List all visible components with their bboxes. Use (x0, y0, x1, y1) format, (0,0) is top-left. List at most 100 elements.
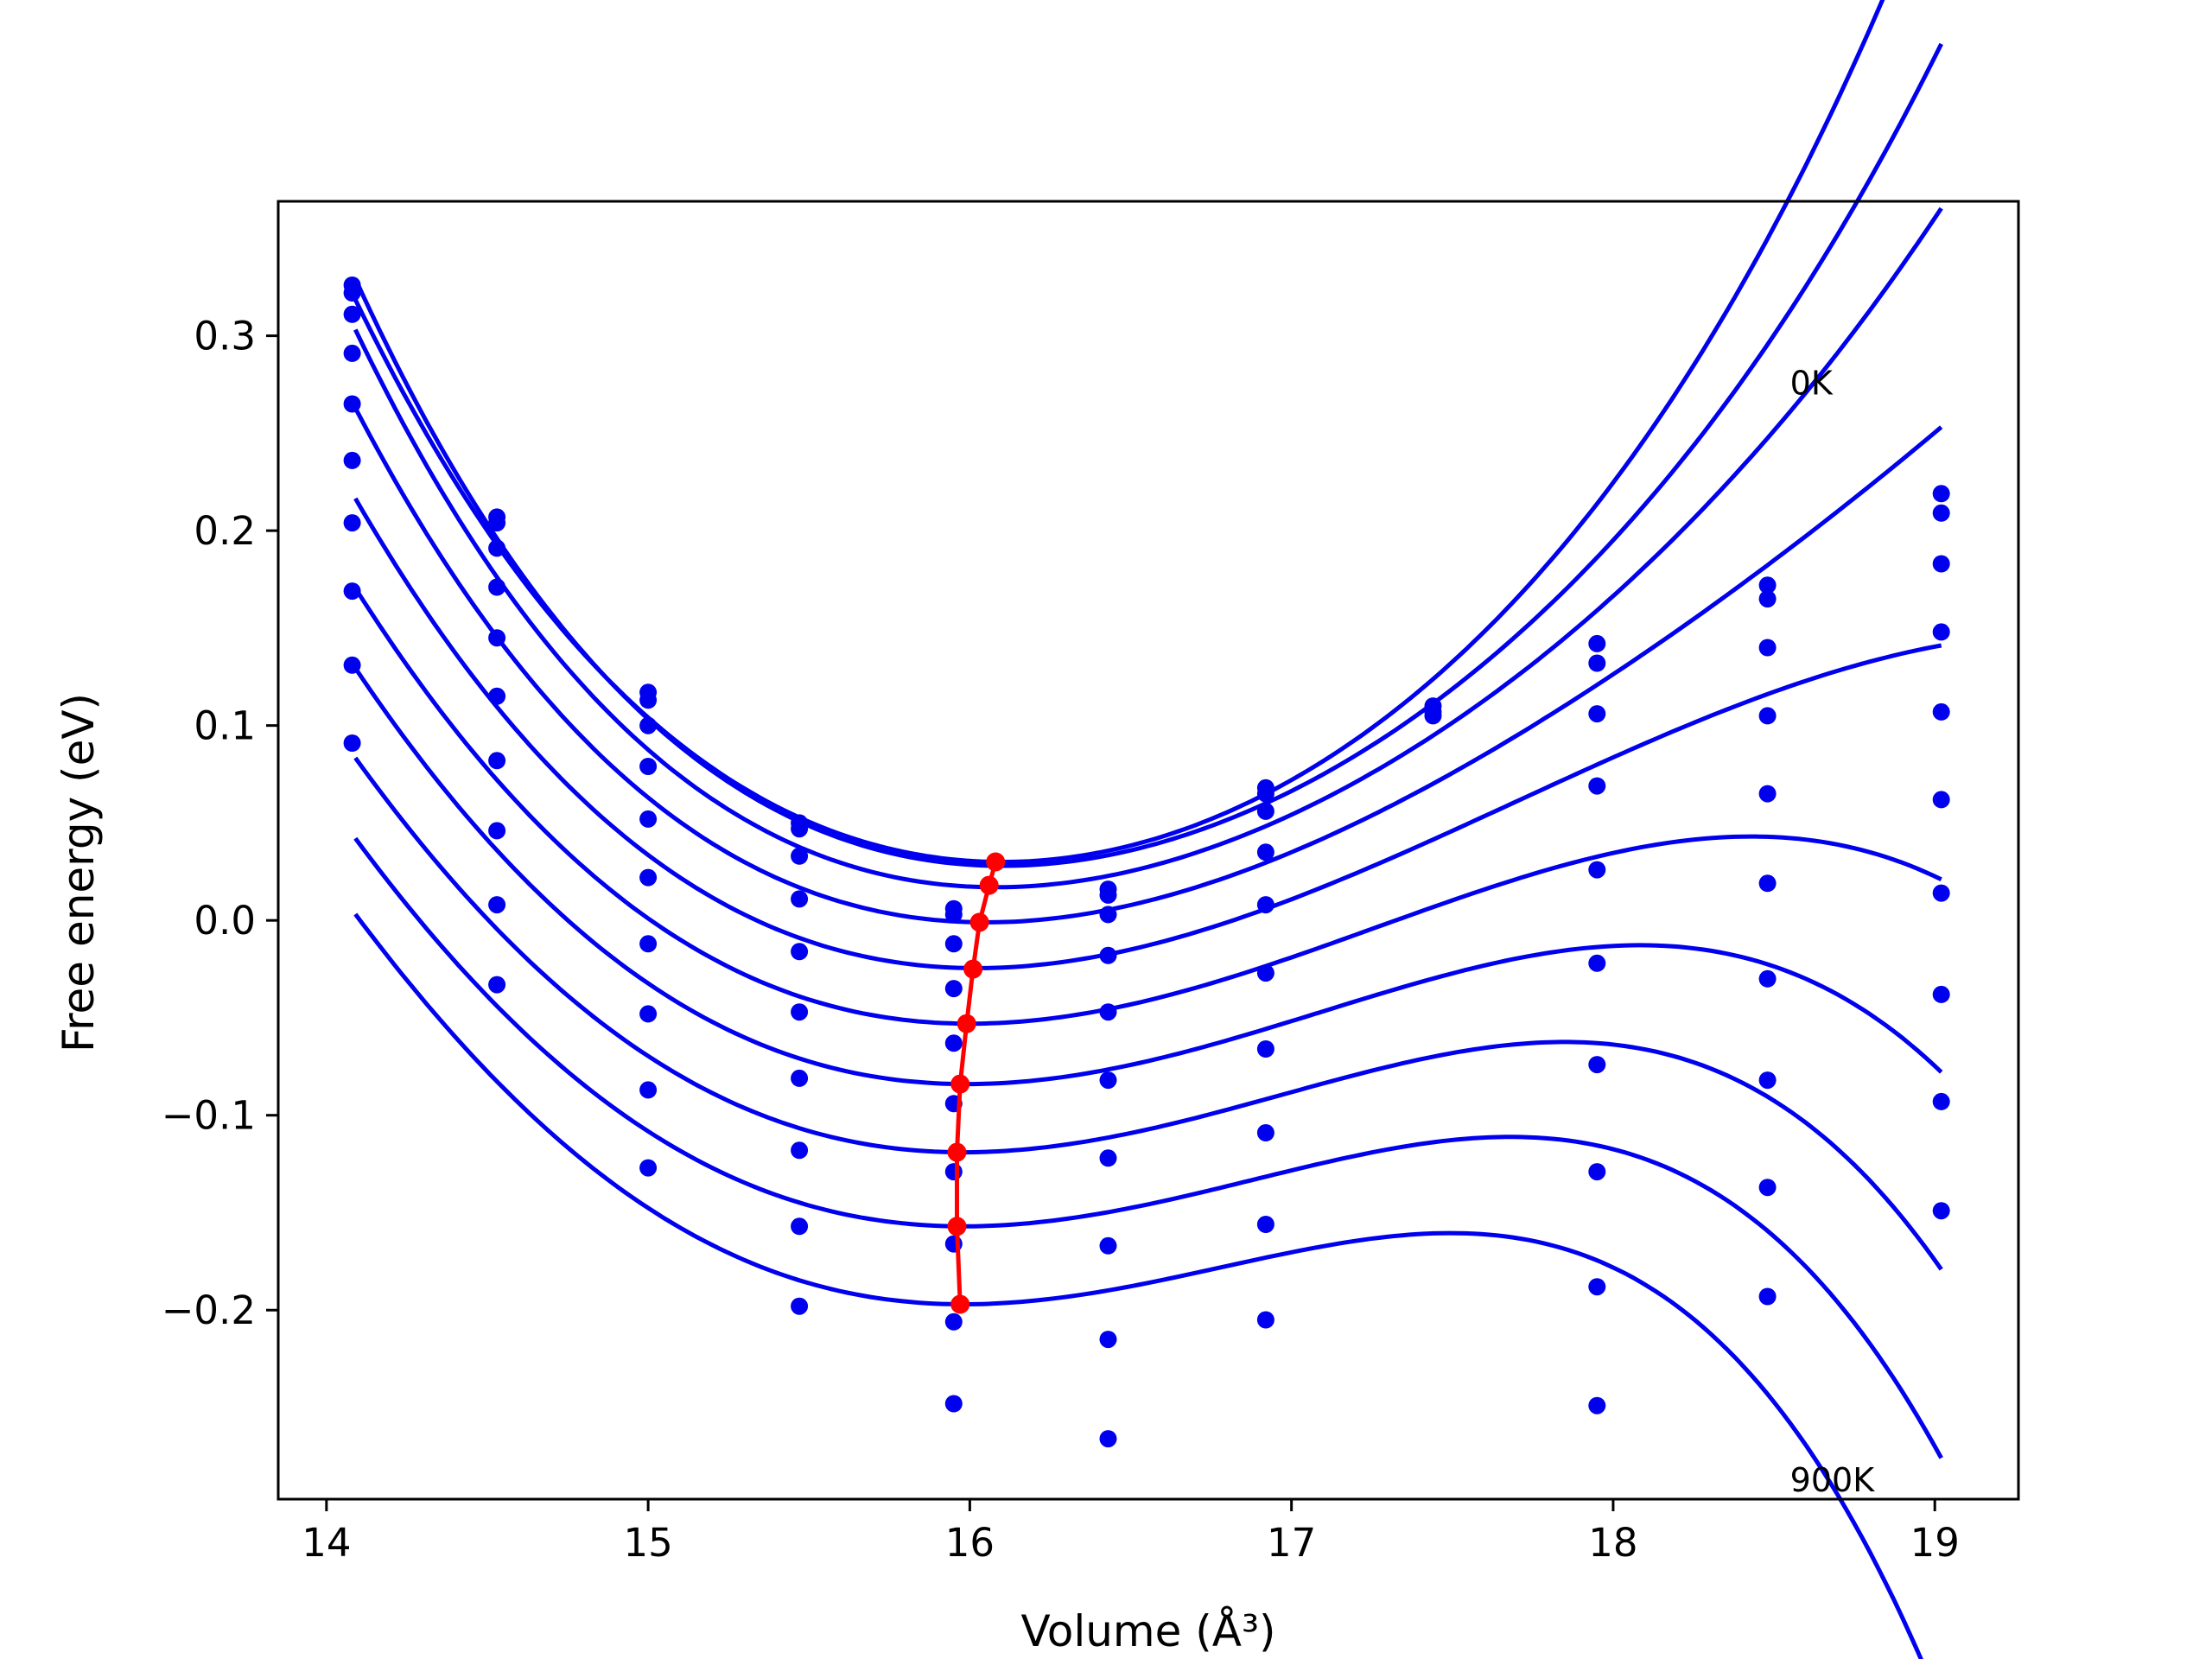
data-point-0-9 (343, 734, 361, 752)
data-point-1-4 (488, 629, 506, 647)
fit-curve-2 (353, 207, 1943, 890)
data-point-5-2 (1099, 906, 1117, 924)
data-point-4-9 (944, 1395, 963, 1413)
y-tick-label-1: −0.1 (162, 1093, 256, 1139)
data-point-9-5 (1758, 874, 1777, 893)
data-point-10-1 (1932, 504, 1950, 522)
y-tick-label-2: 0.0 (194, 898, 256, 944)
data-point-0-6 (343, 514, 361, 532)
data-point-1-1 (488, 514, 506, 532)
minimum-point-4 (957, 1014, 976, 1033)
data-point-2-9 (639, 1159, 658, 1177)
data-point-0-4 (343, 395, 361, 413)
data-point-1-2 (488, 539, 506, 557)
data-point-2-8 (639, 1081, 658, 1099)
minimum-point-3 (963, 959, 983, 979)
data-point-4-1 (944, 906, 963, 924)
data-point-10-8 (1932, 1092, 1950, 1110)
x-tick-label-4: 18 (1588, 1520, 1637, 1566)
data-point-0-8 (343, 656, 361, 674)
y-tick-label-4: 0.2 (194, 508, 256, 554)
data-point-3-4 (791, 943, 809, 961)
data-point-0-1 (343, 284, 361, 302)
data-point-6-6 (1256, 1040, 1274, 1058)
data-point-9-7 (1758, 1071, 1777, 1090)
fit-curve-9 (353, 912, 1923, 1659)
data-point-3-8 (791, 1217, 809, 1236)
fit-curve-3 (353, 407, 1943, 925)
data-point-10-2 (1932, 555, 1950, 573)
data-point-5-1 (1099, 886, 1117, 904)
data-point-6-8 (1256, 1216, 1274, 1233)
data-point-6-1 (1256, 785, 1274, 803)
data-point-1-6 (488, 752, 506, 770)
x-axis-title: Volume (Å³) (1020, 1606, 1275, 1656)
data-point-1-5 (488, 687, 506, 705)
fit-curve-8 (353, 836, 1943, 1459)
x-tick-label-3: 17 (1267, 1520, 1316, 1566)
data-point-10-0 (1932, 485, 1950, 503)
data-point-3-1 (791, 820, 809, 838)
data-point-3-7 (791, 1141, 809, 1160)
data-point-8-2 (1588, 705, 1606, 723)
data-point-9-4 (1758, 785, 1777, 803)
data-point-8-1 (1588, 654, 1606, 672)
data-point-9-1 (1758, 590, 1777, 608)
y-tick-label-0: −0.2 (162, 1287, 256, 1333)
data-point-0-5 (343, 451, 361, 469)
data-point-0-3 (343, 344, 361, 362)
data-point-5-4 (1099, 1003, 1117, 1021)
data-point-8-4 (1588, 861, 1606, 879)
data-point-9-2 (1758, 639, 1777, 657)
data-point-10-7 (1932, 985, 1950, 1003)
data-point-5-6 (1099, 1149, 1117, 1167)
data-point-3-3 (791, 890, 809, 908)
data-point-4-3 (944, 980, 963, 998)
minimum-point-1 (979, 875, 999, 895)
data-point-2-2 (639, 716, 658, 734)
data-point-9-3 (1758, 707, 1777, 725)
data-point-9-9 (1758, 1287, 1777, 1306)
plot-area (343, 0, 1950, 1659)
minimum-point-5 (950, 1074, 970, 1094)
data-point-8-8 (1588, 1278, 1606, 1296)
data-point-4-4 (944, 1034, 963, 1052)
data-point-6-4 (1256, 896, 1274, 914)
data-point-3-6 (791, 1069, 809, 1087)
data-point-5-3 (1099, 946, 1117, 964)
data-point-10-4 (1932, 702, 1950, 721)
data-point-3-2 (791, 847, 809, 865)
data-point-10-9 (1932, 1202, 1950, 1220)
data-point-6-5 (1256, 964, 1274, 982)
data-point-9-0 (1758, 576, 1777, 594)
fit-curve-5 (353, 587, 1942, 1027)
annotation-0k: 0K (1790, 364, 1834, 402)
x-tick-label-5: 19 (1910, 1520, 1960, 1566)
fit-curve-6 (353, 666, 1943, 1087)
data-point-8-0 (1588, 634, 1606, 652)
data-point-1-3 (488, 578, 506, 596)
fit-curve-1 (353, 42, 1943, 868)
data-point-8-9 (1588, 1396, 1606, 1414)
minimum-point-0 (986, 852, 1006, 872)
fit-curve-7 (353, 756, 1943, 1271)
data-point-1-9 (488, 976, 506, 994)
data-point-0-2 (343, 305, 361, 323)
data-point-2-4 (639, 810, 658, 828)
data-point-10-3 (1932, 623, 1950, 641)
data-point-9-8 (1758, 1179, 1777, 1197)
data-point-3-5 (791, 1003, 809, 1021)
minimum-point-2 (969, 912, 989, 932)
data-point-2-1 (639, 691, 658, 709)
data-point-6-9 (1256, 1311, 1274, 1329)
minimum-point-7 (947, 1217, 967, 1236)
x-tick-label-1: 15 (623, 1520, 672, 1566)
data-point-10-5 (1932, 791, 1950, 809)
data-point-6-3 (1256, 843, 1274, 861)
data-point-5-9 (1099, 1430, 1117, 1448)
data-point-8-6 (1588, 1056, 1606, 1074)
fit-curve-4 (353, 497, 1942, 970)
data-point-2-6 (639, 935, 658, 953)
